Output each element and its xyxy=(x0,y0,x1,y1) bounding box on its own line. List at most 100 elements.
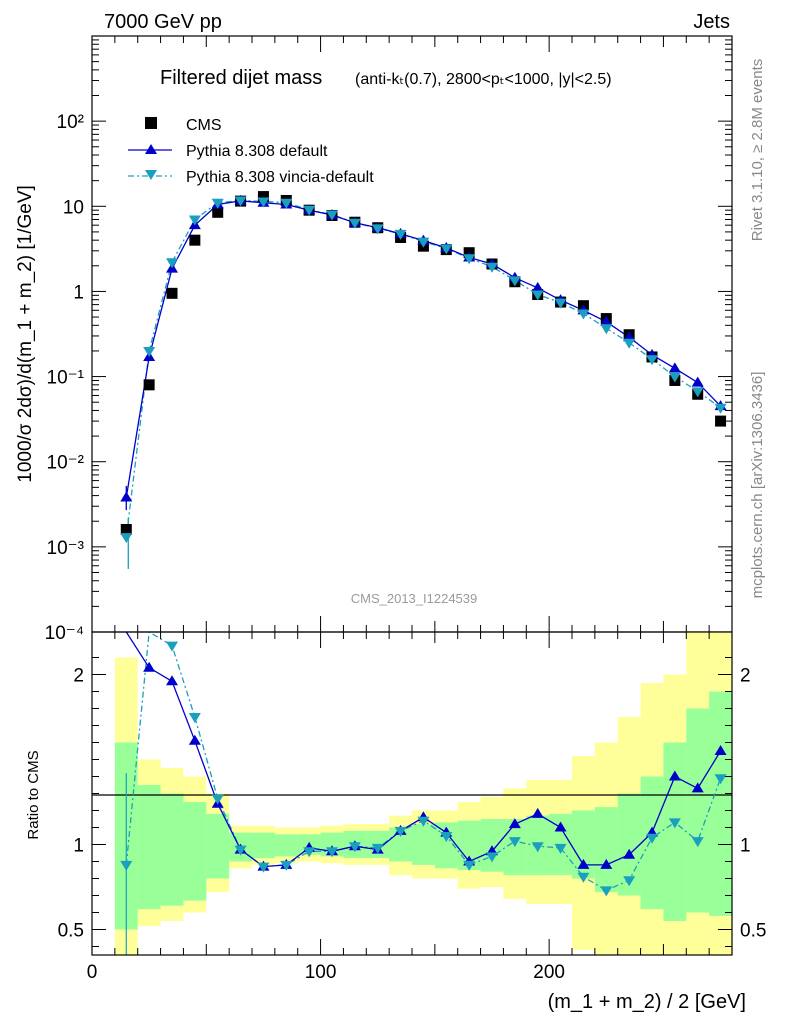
ratio-point-pythia-vincia xyxy=(440,832,453,842)
ratio-point-pythia-vincia xyxy=(623,876,636,887)
data-point-pythia-default xyxy=(531,281,544,292)
data-point-pythia-vincia xyxy=(188,215,201,226)
ratio-point-pythia-default xyxy=(143,661,156,672)
data-point-pythia-vincia xyxy=(554,298,567,309)
ratio-band-inner xyxy=(572,810,595,879)
legend-label-pythia-vincia: Pythia 8.308 vincia-default xyxy=(186,169,374,186)
data-point-pythia-vincia xyxy=(486,262,498,273)
data-point-pythia-vincia xyxy=(303,205,316,216)
ratio-y-tick-label: 2 xyxy=(73,666,84,687)
ratio-point-pythia-vincia xyxy=(508,837,521,848)
data-point-pythia-vincia xyxy=(463,254,476,265)
series-line-pythia-vincia xyxy=(125,199,721,538)
data-point-pythia-vincia xyxy=(166,258,178,269)
data-point-pythia-vincia xyxy=(257,197,270,208)
ratio-point-pythia-default xyxy=(166,675,178,686)
analysis-watermark: CMS_2013_I1224539 xyxy=(351,591,478,606)
ratio-point-pythia-vincia xyxy=(371,843,384,854)
ratio-point-pythia-vincia xyxy=(348,842,361,853)
data-point-pythia-vincia xyxy=(600,324,613,335)
ratio-point-pythia-default xyxy=(600,858,613,869)
ratio-band-inner xyxy=(709,691,732,916)
data-point-pythia-vincia xyxy=(326,210,338,221)
data-point-cms xyxy=(120,523,132,535)
ratio-band-inner xyxy=(137,785,161,910)
ratio-band-inner xyxy=(206,813,230,879)
data-point-pythia-default xyxy=(691,376,704,387)
ratio-point-pythia-vincia xyxy=(691,837,704,848)
data-point-cms xyxy=(212,206,224,218)
ratio-point-pythia-default xyxy=(531,807,544,818)
data-point-pythia-vincia xyxy=(371,224,384,235)
data-point-pythia-vincia xyxy=(714,403,727,414)
ratio-band-inner xyxy=(160,793,184,906)
data-point-pythia-vincia xyxy=(691,387,704,398)
ratio-point-pythia-default xyxy=(508,818,521,829)
main-y-tick-label: 10⁻¹ xyxy=(47,368,85,389)
main-y-tick-label: 10⁻⁴ xyxy=(45,623,84,644)
ratio-panel: 0.5 0.5 1 1 2 2 0 100 200 xyxy=(58,630,766,983)
ratio-point-pythia-vincia xyxy=(600,886,613,897)
ratio-point-pythia-vincia xyxy=(714,774,727,785)
ratio-y-tick-label-right: 2 xyxy=(740,666,751,687)
data-point-cms xyxy=(257,191,269,203)
data-point-pythia-vincia xyxy=(417,237,430,248)
ratio-band-inner xyxy=(274,834,298,857)
ratio-point-pythia-vincia xyxy=(394,826,407,837)
ratio-point-pythia-default xyxy=(554,821,567,832)
main-y-tick-label: 10⁻² xyxy=(47,453,85,474)
ratio-point-pythia-vincia xyxy=(531,842,544,853)
data-point-pythia-vincia xyxy=(280,198,293,209)
legend-marker-pythia-vincia xyxy=(145,170,157,180)
side-label-rivet: Rivet 3.1.10, ≥ 2.8M events xyxy=(749,59,766,242)
legend-label-pythia-default: Pythia 8.308 default xyxy=(186,143,328,160)
main-y-axis-label: 1000/σ 2dσ)/d(m_1 + m_2) [1/GeV] xyxy=(15,185,36,483)
ratio-band-inner xyxy=(412,824,435,865)
ratio-point-pythia-default xyxy=(188,734,201,745)
ratio-point-pythia-vincia xyxy=(668,818,681,829)
data-point-pythia-vincia xyxy=(348,218,361,229)
header-energy: 7000 GeV pp xyxy=(104,11,222,33)
data-point-pythia-vincia xyxy=(211,198,224,209)
data-point-pythia-default xyxy=(600,315,613,326)
ratio-point-pythia-vincia xyxy=(280,860,293,871)
ratio-band-inner xyxy=(252,832,275,859)
x-tick-label: 100 xyxy=(305,962,337,983)
ratio-point-pythia-vincia xyxy=(554,843,567,854)
ratio-band-inner xyxy=(434,822,458,869)
data-point-pythia-vincia xyxy=(508,276,521,287)
data-point-pythia-vincia xyxy=(668,372,681,383)
data-point-pythia-default xyxy=(668,362,681,373)
ratio-band-inner xyxy=(686,708,710,913)
ratio-point-pythia-vincia xyxy=(188,713,201,723)
ratio-y-tick-label: 0.5 xyxy=(58,921,84,942)
ratio-point-pythia-vincia xyxy=(234,845,247,856)
ratio-y-tick-label: 1 xyxy=(73,836,84,857)
data-point-pythia-vincia xyxy=(234,196,247,207)
ratio-point-pythia-vincia xyxy=(577,872,590,883)
data-point-cms xyxy=(166,287,178,299)
data-point-pythia-vincia xyxy=(440,244,453,255)
ratio-point-pythia-vincia xyxy=(646,833,658,844)
ratio-y-tick-label-right: 0.5 xyxy=(740,921,766,942)
main-panel: 10⁻⁴ 10⁻³ 10⁻² 10⁻¹ 1 10 10² xyxy=(45,35,733,644)
ratio-band-inner xyxy=(183,802,207,901)
ratio-point-pythia-vincia xyxy=(303,847,316,858)
x-tick-label: 200 xyxy=(533,962,565,983)
ratio-point-pythia-vincia xyxy=(257,862,270,873)
main-y-tick-label: 10⁻³ xyxy=(47,538,85,559)
data-point-pythia-vincia xyxy=(143,346,156,357)
ratio-point-pythia-vincia xyxy=(120,860,133,871)
legend-label-cms: CMS xyxy=(186,117,222,134)
ratio-point-pythia-default xyxy=(577,858,590,869)
legend-marker-cms xyxy=(145,117,157,129)
data-point-pythia-vincia xyxy=(623,338,636,349)
plot-title: Filtered dijet mass xyxy=(160,67,322,89)
data-point-cms xyxy=(189,234,201,246)
ratio-point-pythia-default xyxy=(714,745,727,755)
ratio-point-pythia-vincia xyxy=(486,852,498,863)
data-point-cms xyxy=(143,379,155,391)
ratio-y-axis-label: Ratio to CMS xyxy=(25,750,42,839)
data-point-pythia-default xyxy=(120,491,133,502)
